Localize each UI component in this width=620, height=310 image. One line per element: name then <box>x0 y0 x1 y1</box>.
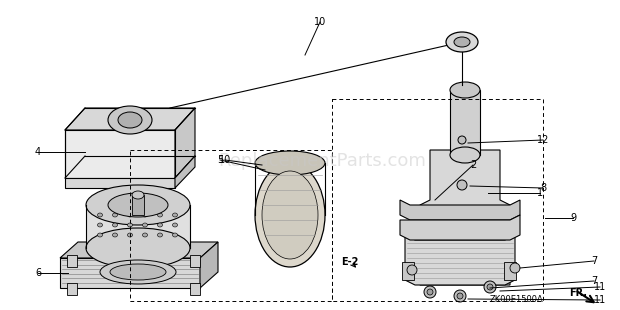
Ellipse shape <box>427 289 433 295</box>
Ellipse shape <box>487 284 493 290</box>
Polygon shape <box>402 262 414 280</box>
Text: 10: 10 <box>219 155 231 165</box>
Ellipse shape <box>86 185 190 225</box>
Polygon shape <box>65 108 195 130</box>
Polygon shape <box>60 242 218 258</box>
Text: 9: 9 <box>570 213 576 223</box>
Ellipse shape <box>450 147 480 163</box>
Ellipse shape <box>112 213 118 217</box>
Polygon shape <box>60 258 200 288</box>
Polygon shape <box>65 178 175 188</box>
Text: 2: 2 <box>470 160 476 170</box>
Polygon shape <box>175 156 195 188</box>
Ellipse shape <box>86 228 190 268</box>
Text: 7: 7 <box>591 256 597 266</box>
Ellipse shape <box>457 293 463 299</box>
Polygon shape <box>200 242 218 288</box>
Polygon shape <box>504 262 516 280</box>
Ellipse shape <box>112 233 118 237</box>
Text: 7: 7 <box>591 276 597 286</box>
Ellipse shape <box>132 191 144 199</box>
Polygon shape <box>420 150 510 285</box>
Polygon shape <box>450 90 480 155</box>
Ellipse shape <box>143 233 148 237</box>
Polygon shape <box>400 215 520 240</box>
Polygon shape <box>132 195 144 215</box>
Ellipse shape <box>97 213 102 217</box>
Ellipse shape <box>128 213 133 217</box>
Ellipse shape <box>172 213 177 217</box>
Ellipse shape <box>457 180 467 190</box>
Text: 4: 4 <box>35 147 41 157</box>
Polygon shape <box>86 205 190 248</box>
Ellipse shape <box>407 265 417 275</box>
Ellipse shape <box>458 136 466 144</box>
Polygon shape <box>67 283 77 295</box>
Text: ZK00E1500A: ZK00E1500A <box>490 295 544 304</box>
Polygon shape <box>190 255 200 267</box>
Ellipse shape <box>110 264 166 280</box>
Ellipse shape <box>255 163 325 267</box>
Ellipse shape <box>446 32 478 52</box>
Ellipse shape <box>454 37 470 47</box>
Polygon shape <box>175 108 195 178</box>
Ellipse shape <box>108 193 168 217</box>
Ellipse shape <box>112 223 118 227</box>
Ellipse shape <box>100 260 176 284</box>
Ellipse shape <box>128 233 133 237</box>
Polygon shape <box>400 200 520 220</box>
Ellipse shape <box>157 233 162 237</box>
Ellipse shape <box>255 151 325 175</box>
Ellipse shape <box>97 233 102 237</box>
Bar <box>130 150 332 301</box>
Text: 11: 11 <box>594 282 606 292</box>
Text: 5: 5 <box>217 155 223 165</box>
Text: E-2: E-2 <box>342 257 359 267</box>
Ellipse shape <box>484 281 496 293</box>
Polygon shape <box>190 283 200 295</box>
Text: 6: 6 <box>35 268 41 278</box>
Ellipse shape <box>157 223 162 227</box>
Ellipse shape <box>172 223 177 227</box>
Ellipse shape <box>128 223 133 227</box>
Polygon shape <box>67 255 77 267</box>
Text: 12: 12 <box>537 135 549 145</box>
Ellipse shape <box>450 82 480 98</box>
Text: 8: 8 <box>540 183 546 193</box>
Text: 10: 10 <box>314 17 326 27</box>
Ellipse shape <box>108 106 152 134</box>
Text: ReplacementParts.com: ReplacementParts.com <box>218 152 427 170</box>
Bar <box>332 99 542 301</box>
Polygon shape <box>405 235 515 285</box>
Ellipse shape <box>510 263 520 273</box>
Ellipse shape <box>424 286 436 298</box>
Ellipse shape <box>118 112 142 128</box>
Ellipse shape <box>143 213 148 217</box>
Text: 1: 1 <box>537 188 543 198</box>
Ellipse shape <box>172 233 177 237</box>
Ellipse shape <box>157 213 162 217</box>
Text: FR.: FR. <box>569 288 587 298</box>
Text: 11: 11 <box>594 295 606 305</box>
Polygon shape <box>65 130 175 178</box>
Ellipse shape <box>454 290 466 302</box>
Ellipse shape <box>262 171 318 259</box>
Ellipse shape <box>143 223 148 227</box>
Ellipse shape <box>97 223 102 227</box>
